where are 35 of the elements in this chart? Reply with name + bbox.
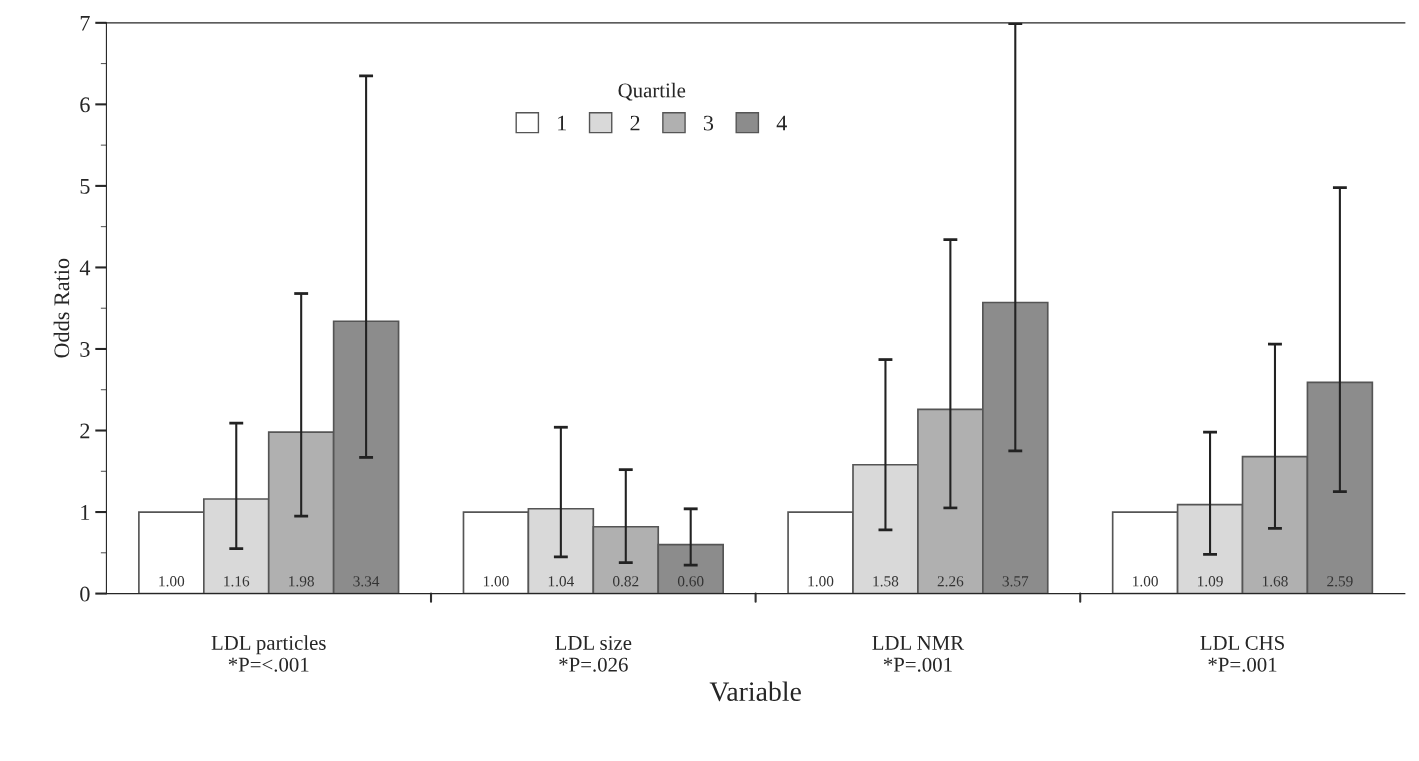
data-label: 1.16 <box>224 576 250 587</box>
data-label: 1.58 <box>873 576 899 587</box>
data-label: 3.34 <box>353 576 380 587</box>
data-label: 2.59 <box>1327 576 1353 587</box>
data-label: 1.00 <box>483 576 509 587</box>
y-tick-label: 6 <box>80 97 90 113</box>
y-tick-label: 3 <box>80 341 90 357</box>
legend-label: 3 <box>703 115 714 131</box>
legend-label: 1 <box>558 115 566 131</box>
legend-label: 4 <box>776 115 787 131</box>
y-tick-label: 2 <box>80 423 90 439</box>
data-label: 1.09 <box>1198 576 1223 587</box>
data-label: 1.68 <box>1262 576 1288 587</box>
y-tick-label: 5 <box>80 179 90 194</box>
y-axis-title: Odds Ratio <box>53 258 70 358</box>
y-tick-label: 0 <box>80 586 90 602</box>
data-label: 1.00 <box>159 576 185 587</box>
data-label: 1.00 <box>1133 576 1158 587</box>
y-tick-label: 4 <box>79 260 91 276</box>
data-label: 3.57 <box>1002 576 1029 587</box>
y-tick-label: 1 <box>81 505 90 520</box>
data-label: 1.98 <box>289 576 314 587</box>
x-tick-label: LDL size *P=.026 <box>555 635 632 672</box>
data-label: 1.04 <box>548 576 574 587</box>
y-tick-label: 7 <box>80 15 90 31</box>
legend-title: Quartile <box>618 82 686 101</box>
x-tick-label: LDL CHS *P=.001 <box>1200 635 1284 672</box>
x-tick-label: LDL NMR *P=.001 <box>872 636 965 672</box>
data-label: 0.60 <box>677 576 704 587</box>
x-tick-label: LDL particles *P=<.001 <box>211 635 326 672</box>
legend-label: 2 <box>630 115 640 131</box>
data-label: 0.82 <box>612 576 639 587</box>
data-label: 2.26 <box>937 576 964 587</box>
data-label: 1.00 <box>808 576 834 587</box>
x-axis-title: Variable <box>709 681 801 702</box>
